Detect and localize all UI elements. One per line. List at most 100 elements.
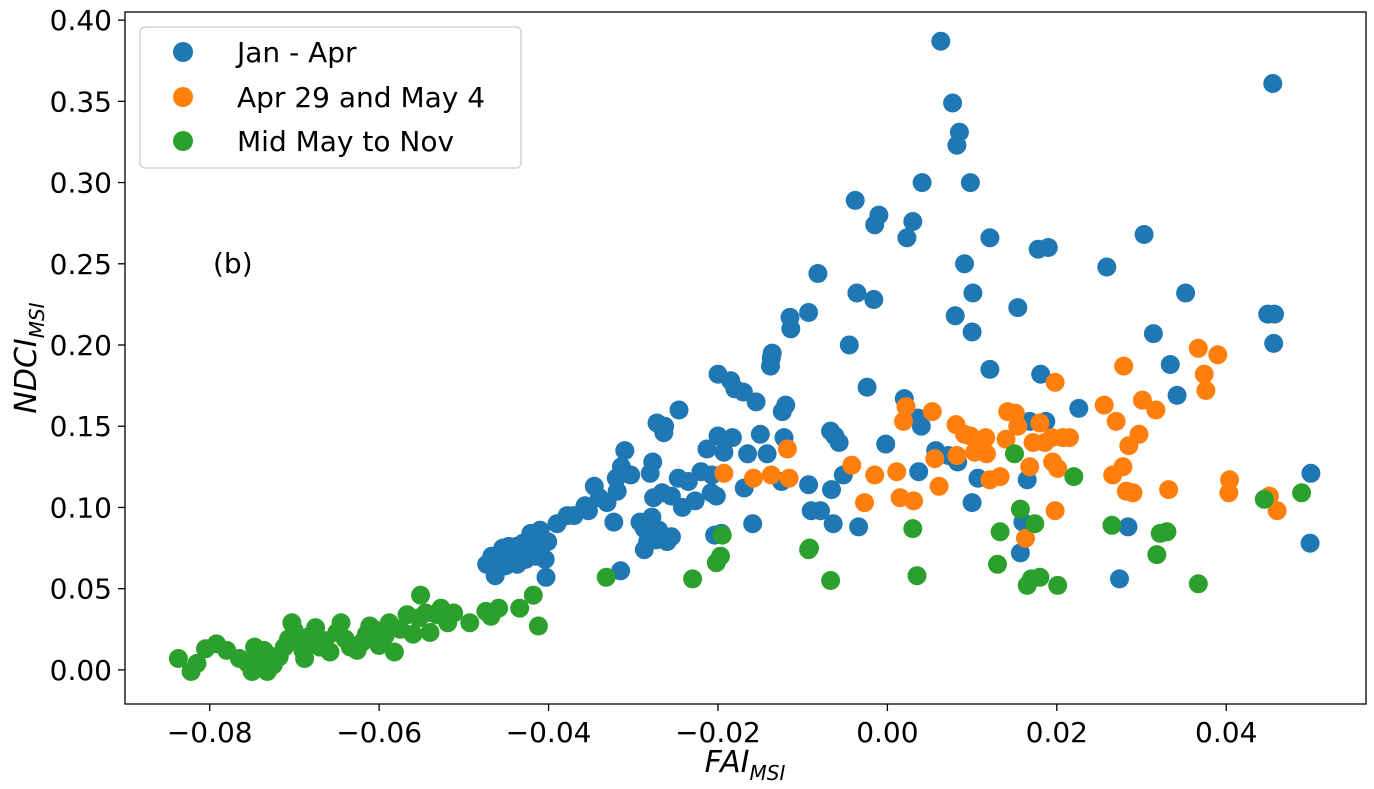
legend-marker-mid-may-nov	[173, 131, 193, 151]
data-point	[1208, 345, 1228, 365]
x-tick-label: 0.02	[1026, 716, 1088, 749]
data-point	[963, 283, 983, 303]
data-point	[943, 93, 963, 113]
data-point	[823, 514, 843, 534]
y-tick-label: 0.15	[50, 410, 112, 443]
series-2	[168, 444, 1312, 681]
data-point	[1016, 528, 1035, 548]
data-point	[904, 491, 924, 511]
data-point	[460, 613, 480, 633]
data-point	[909, 462, 929, 482]
data-point	[849, 517, 869, 537]
data-point	[855, 493, 874, 513]
data-point	[706, 486, 726, 506]
data-point	[865, 465, 885, 485]
x-axis-label-sub: MSI	[750, 761, 786, 785]
legend: Jan - Apr Apr 29 and May 4 Mid May to No…	[139, 26, 522, 169]
data-point	[615, 441, 635, 461]
data-point	[955, 254, 974, 274]
data-point	[714, 442, 734, 462]
data-point	[990, 522, 1010, 542]
data-point	[1094, 395, 1114, 415]
y-tick-label: 0.30	[50, 167, 112, 200]
x-tick-label: −0.06	[336, 716, 422, 749]
data-point	[711, 546, 730, 566]
data-point	[611, 561, 631, 581]
data-point	[746, 392, 766, 412]
data-point	[444, 603, 464, 623]
plot-frame	[124, 11, 1367, 705]
data-point	[1160, 355, 1180, 374]
data-point	[911, 416, 931, 436]
data-point	[743, 514, 763, 534]
data-point	[507, 554, 527, 574]
x-tick-label: −0.04	[506, 716, 592, 749]
data-point	[1048, 575, 1068, 595]
data-point	[960, 173, 980, 193]
data-point	[578, 501, 598, 521]
data-point	[489, 598, 509, 618]
data-point	[282, 613, 302, 633]
data-point	[697, 439, 717, 459]
data-point	[922, 402, 942, 422]
data-point	[811, 501, 830, 521]
y-tick-label: 0.35	[50, 85, 112, 118]
data-point	[808, 264, 828, 283]
data-point	[845, 190, 865, 210]
data-point	[187, 653, 207, 673]
series-1	[714, 338, 1287, 548]
data-point	[897, 228, 917, 248]
data-point	[683, 569, 703, 589]
data-point	[1031, 364, 1051, 384]
y-axis-label-sub: MSI	[25, 302, 49, 338]
data-point	[1008, 416, 1028, 436]
data-point	[1102, 515, 1122, 535]
data-point	[1025, 514, 1045, 534]
data-point	[962, 493, 982, 513]
data-point	[657, 532, 677, 552]
data-point	[761, 356, 780, 376]
data-point	[1267, 501, 1287, 521]
data-point	[912, 173, 932, 193]
data-point	[295, 649, 315, 668]
data-point	[510, 598, 530, 618]
data-point	[876, 434, 896, 454]
data-point	[1188, 574, 1208, 594]
data-point	[750, 424, 770, 444]
data-point	[1264, 333, 1284, 353]
data-point	[384, 642, 404, 662]
data-point	[685, 491, 705, 511]
data-point	[714, 463, 734, 483]
data-point	[257, 662, 277, 681]
data-point	[1064, 467, 1084, 487]
legend-label-apr29-may4: Apr 29 and May 4	[237, 81, 485, 114]
data-point	[528, 616, 548, 636]
data-point	[708, 426, 728, 446]
data-point	[596, 567, 616, 587]
data-point	[712, 525, 732, 545]
data-point	[1020, 457, 1040, 477]
data-point	[485, 566, 505, 586]
data-point	[1129, 424, 1149, 444]
y-axis-label: NDCIMSI	[9, 302, 49, 413]
data-point	[1113, 457, 1133, 477]
data-point	[1147, 545, 1167, 565]
data-point	[1106, 411, 1126, 431]
data-point	[1157, 522, 1177, 542]
x-axis-label-main: FAI	[705, 745, 750, 780]
data-point	[536, 567, 556, 587]
data-point	[1254, 489, 1274, 509]
data-point	[523, 585, 543, 605]
data-point	[1118, 517, 1138, 537]
data-point	[1220, 470, 1240, 490]
data-point	[839, 335, 859, 355]
data-point	[1263, 74, 1283, 93]
data-point	[781, 319, 801, 339]
data-point	[757, 444, 777, 464]
data-point	[738, 444, 758, 464]
data-point	[903, 212, 923, 231]
data-point	[1292, 483, 1312, 503]
data-point	[557, 506, 577, 526]
data-point	[1114, 356, 1134, 376]
